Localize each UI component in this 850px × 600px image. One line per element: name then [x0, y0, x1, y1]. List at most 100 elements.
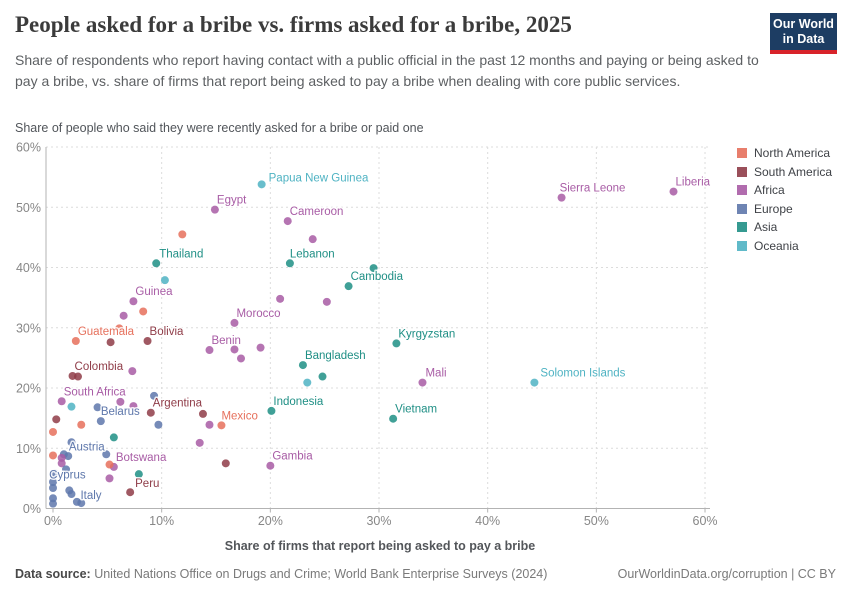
country-label[interactable]: Mexico	[220, 409, 259, 424]
data-point[interactable]	[67, 438, 76, 447]
country-label[interactable]: Kyrgyzstan	[397, 327, 457, 342]
country-label[interactable]: Sierra Leone	[558, 181, 627, 196]
country-label[interactable]: Peru	[134, 477, 161, 492]
data-point[interactable]	[77, 420, 86, 429]
data-point-vietnam[interactable]	[389, 414, 398, 423]
data-point[interactable]	[115, 324, 124, 333]
data-point-bangladesh[interactable]	[298, 361, 307, 370]
country-label[interactable]: Cyprus	[48, 468, 88, 483]
data-point[interactable]	[73, 372, 82, 381]
data-point[interactable]	[276, 294, 285, 303]
data-point[interactable]	[106, 338, 115, 347]
data-point[interactable]	[129, 402, 138, 411]
country-label[interactable]: Cambodia	[349, 270, 405, 285]
legend-item-south_america[interactable]: South America	[737, 165, 832, 179]
data-point[interactable]	[195, 438, 204, 447]
data-point-lebanon[interactable]	[285, 259, 294, 268]
data-point[interactable]	[230, 345, 239, 354]
data-point[interactable]	[308, 235, 317, 244]
data-point-mexico[interactable]	[217, 421, 226, 430]
data-point[interactable]	[116, 397, 125, 406]
data-point[interactable]	[256, 343, 265, 352]
country-label[interactable]: Benin	[210, 334, 242, 349]
data-point[interactable]	[236, 354, 245, 363]
data-point-kyrgyzstan[interactable]	[392, 339, 401, 348]
country-label[interactable]: Argentina	[151, 396, 204, 411]
data-point-guinea[interactable]	[129, 297, 138, 306]
data-point-liberia[interactable]	[669, 187, 678, 196]
data-point-solomon-islands[interactable]	[530, 378, 539, 387]
data-point[interactable]	[52, 415, 61, 424]
country-label[interactable]: Guinea	[134, 285, 175, 300]
data-point[interactable]	[49, 499, 57, 508]
country-label[interactable]: Thailand	[158, 247, 205, 262]
country-label[interactable]: Vietnam	[394, 402, 439, 417]
data-point[interactable]	[105, 460, 114, 469]
data-point-benin[interactable]	[205, 346, 214, 355]
data-point[interactable]	[57, 459, 66, 468]
data-point-south-africa[interactable]	[57, 397, 66, 406]
data-point[interactable]	[67, 402, 76, 411]
data-point-papua-new-guinea[interactable]	[257, 180, 266, 189]
data-point[interactable]	[318, 372, 327, 381]
data-point[interactable]	[65, 486, 74, 495]
legend-item-africa[interactable]: Africa	[737, 183, 832, 197]
country-label[interactable]: Belarus	[99, 405, 141, 420]
country-label[interactable]: Guatemala	[76, 325, 136, 340]
country-label[interactable]: Mali	[424, 366, 448, 381]
country-label[interactable]: Morocco	[235, 306, 282, 321]
data-point[interactable]	[109, 433, 118, 442]
data-point-egypt[interactable]	[210, 205, 219, 214]
data-point[interactable]	[102, 450, 111, 459]
legend-item-asia[interactable]: Asia	[737, 220, 832, 234]
country-label[interactable]: Gambia	[271, 449, 315, 464]
data-point[interactable]	[134, 470, 143, 479]
data-point-peru[interactable]	[126, 488, 135, 497]
data-point[interactable]	[62, 465, 71, 474]
country-label[interactable]: Colombia	[73, 359, 125, 374]
data-point[interactable]	[198, 409, 207, 418]
country-label[interactable]: Papua New Guinea	[267, 171, 370, 186]
data-point[interactable]	[64, 452, 73, 461]
data-point[interactable]	[49, 451, 57, 460]
data-point-cambodia[interactable]	[344, 282, 353, 291]
data-point[interactable]	[49, 477, 57, 486]
country-label[interactable]: Lebanon	[288, 247, 336, 262]
country-label[interactable]: Cameroon	[288, 205, 345, 220]
country-label[interactable]: Liberia	[674, 175, 712, 190]
data-point[interactable]	[205, 420, 214, 429]
data-point[interactable]	[303, 378, 312, 387]
country-label[interactable]: Bolivia	[148, 325, 185, 340]
data-point[interactable]	[178, 230, 187, 239]
country-label[interactable]: Austria	[67, 440, 106, 455]
country-label[interactable]: Egypt	[215, 193, 248, 208]
data-point[interactable]	[160, 276, 169, 285]
data-point-gambia[interactable]	[266, 461, 275, 470]
country-label[interactable]: Indonesia	[272, 394, 325, 409]
data-point[interactable]	[369, 264, 378, 273]
owid-logo[interactable]: Our World in Data	[770, 13, 837, 54]
data-point-cyprus[interactable]	[51, 469, 60, 478]
data-point[interactable]	[150, 391, 159, 400]
data-point[interactable]	[154, 420, 163, 429]
data-point[interactable]	[93, 403, 102, 412]
data-point-indonesia[interactable]	[267, 406, 276, 415]
country-label[interactable]: Italy	[79, 489, 103, 504]
data-point-cameroon[interactable]	[283, 217, 292, 226]
data-point[interactable]	[221, 459, 230, 468]
data-point[interactable]	[105, 474, 114, 483]
data-point-morocco[interactable]	[230, 318, 239, 327]
data-point[interactable]	[119, 311, 128, 320]
data-point-argentina[interactable]	[146, 408, 155, 417]
data-point[interactable]	[49, 427, 57, 436]
data-point-guatemala[interactable]	[71, 337, 80, 346]
data-point[interactable]	[128, 367, 137, 376]
legend-item-oceania[interactable]: Oceania	[737, 239, 832, 253]
country-label[interactable]: Solomon Islands	[539, 366, 627, 381]
data-point-mali[interactable]	[418, 378, 427, 387]
legend-item-north_america[interactable]: North America	[737, 146, 832, 160]
country-label[interactable]: Botswana	[114, 450, 168, 465]
data-point-thailand[interactable]	[152, 259, 161, 268]
data-point[interactable]	[139, 307, 148, 316]
